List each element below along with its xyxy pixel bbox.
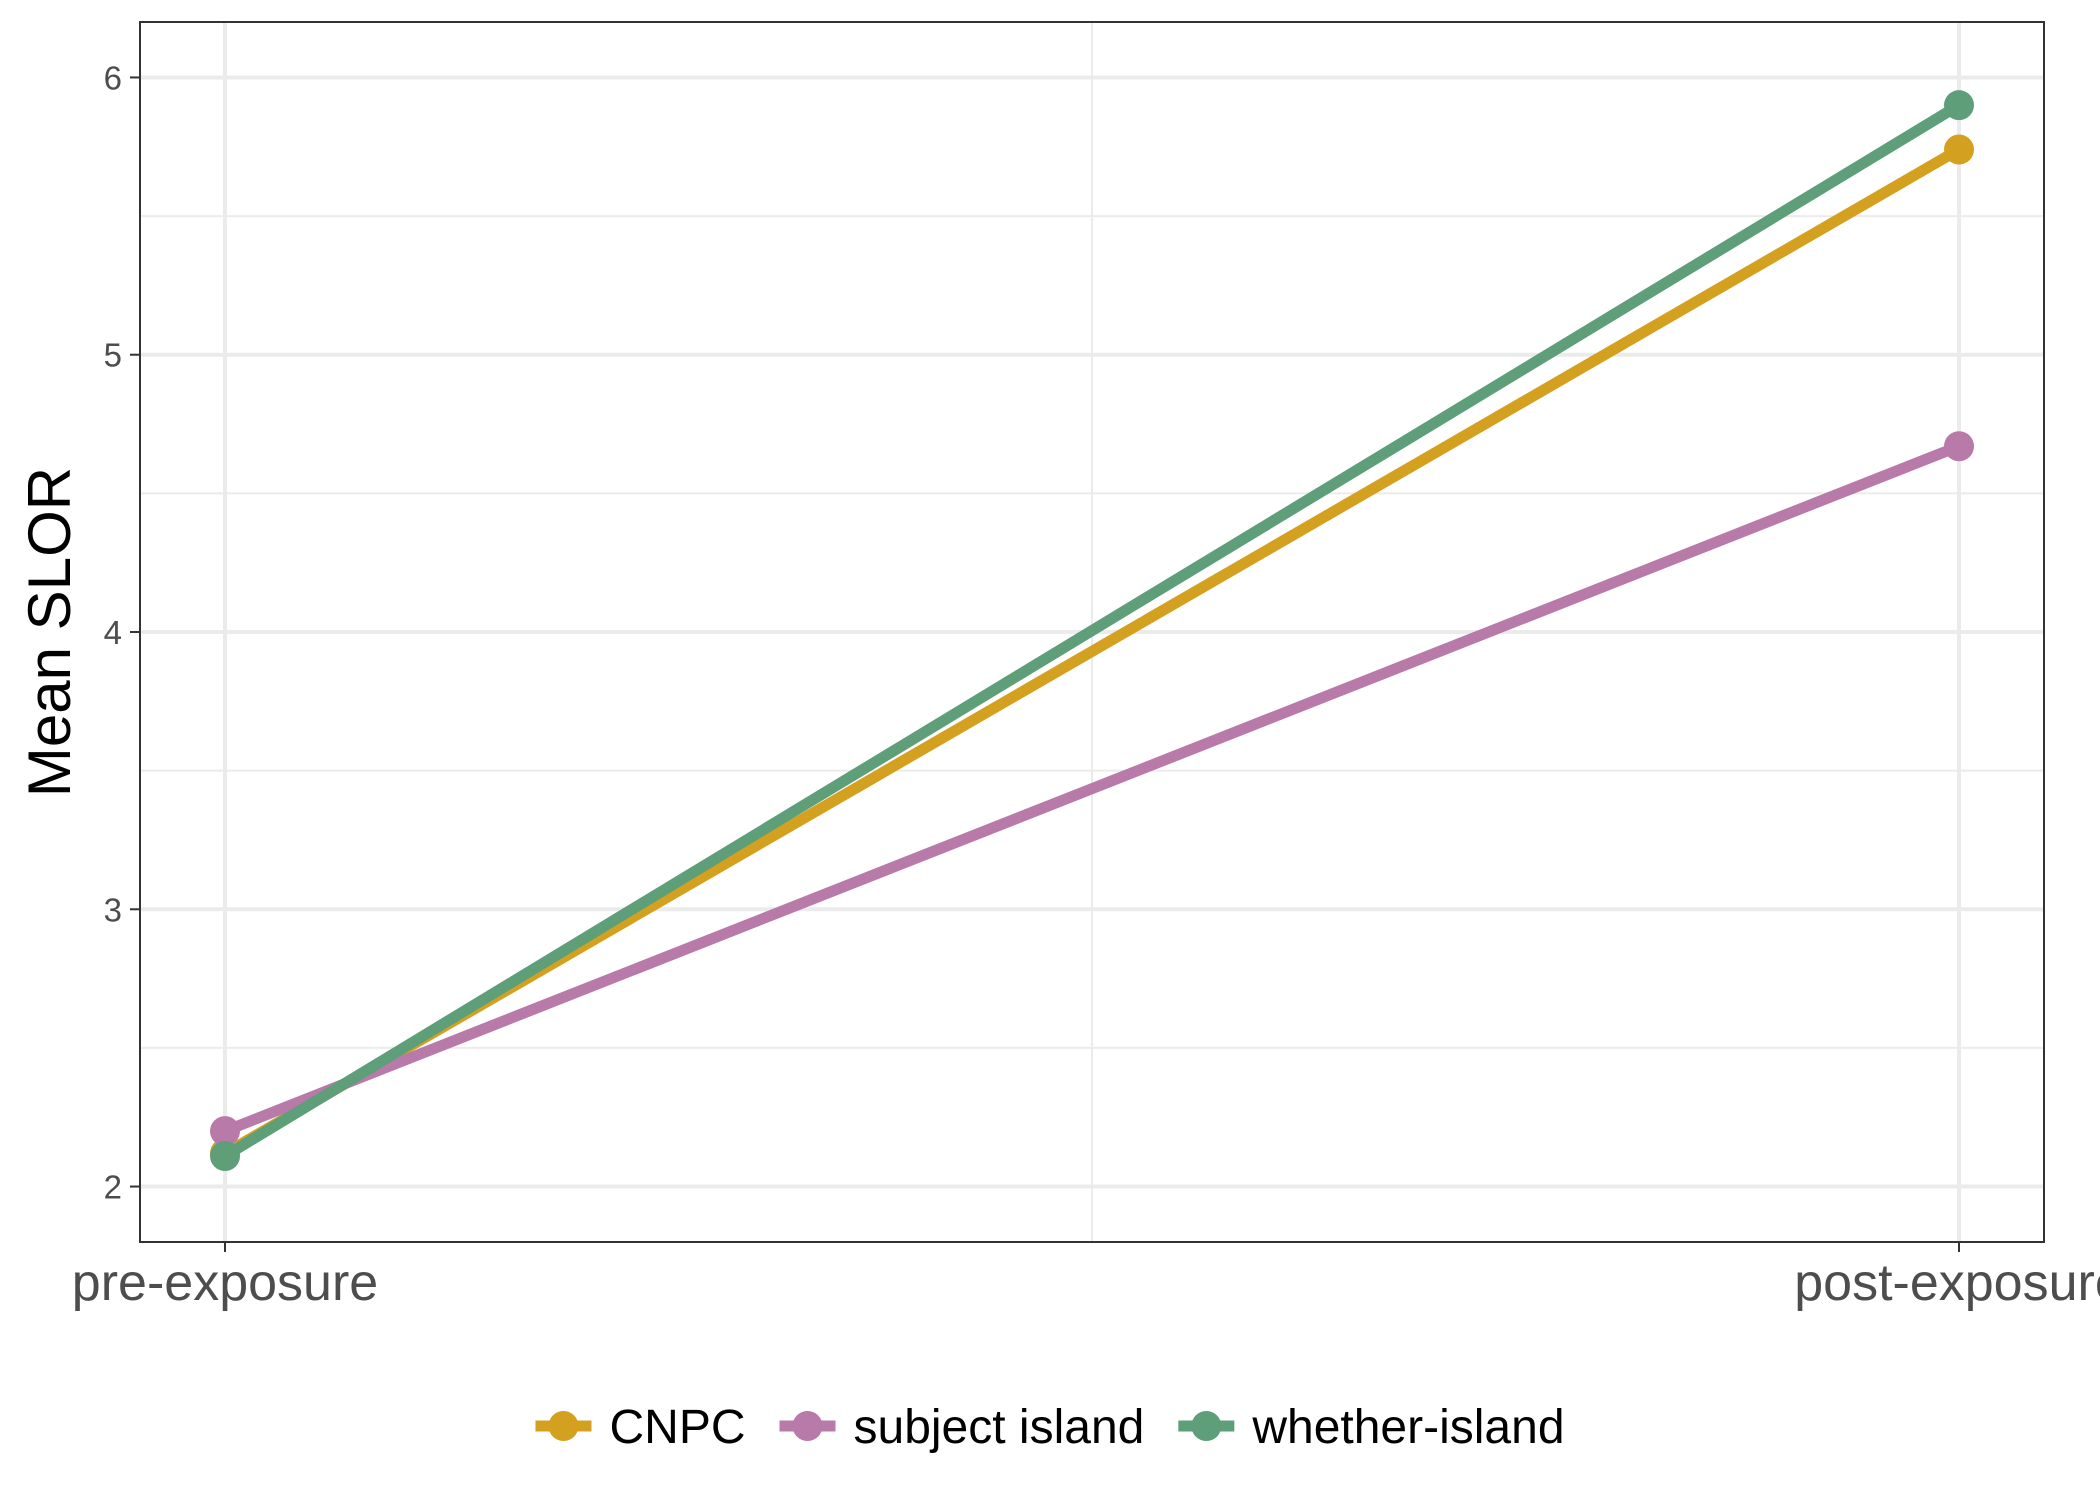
x-axis: pre-exposure post-exposure bbox=[72, 1242, 2100, 1312]
legend-key-point bbox=[548, 1411, 579, 1441]
legend-key-point bbox=[792, 1411, 823, 1441]
y-tick-label: 4 bbox=[104, 614, 122, 651]
data-point bbox=[1944, 431, 1974, 462]
y-axis-title: Mean SLOR bbox=[16, 467, 83, 797]
y-axis: 2 3 4 5 6 bbox=[104, 59, 140, 1206]
x-tick-label: pre-exposure bbox=[72, 1254, 378, 1312]
y-tick-label: 2 bbox=[104, 1169, 122, 1206]
data-point bbox=[210, 1116, 240, 1147]
legend-label: CNPC bbox=[609, 1401, 745, 1454]
grid-major-lines bbox=[140, 22, 2044, 1242]
data-point bbox=[1944, 134, 1974, 165]
legend-label: subject island bbox=[854, 1401, 1145, 1454]
y-tick-label: 6 bbox=[104, 59, 122, 96]
y-tick-label: 3 bbox=[104, 891, 122, 928]
legend-label: whether-island bbox=[1251, 1401, 1564, 1454]
series-line bbox=[222, 441, 1962, 1137]
legend: CNPC subject island whether-island bbox=[535, 1401, 1565, 1454]
series-layer bbox=[210, 90, 1974, 1172]
series-line bbox=[222, 100, 1962, 1161]
legend-key-point bbox=[1191, 1411, 1222, 1441]
data-point bbox=[210, 1141, 240, 1172]
x-tick-label: post-exposure bbox=[1794, 1254, 2100, 1312]
y-tick-label: 5 bbox=[104, 337, 122, 374]
data-point bbox=[1944, 90, 1974, 121]
